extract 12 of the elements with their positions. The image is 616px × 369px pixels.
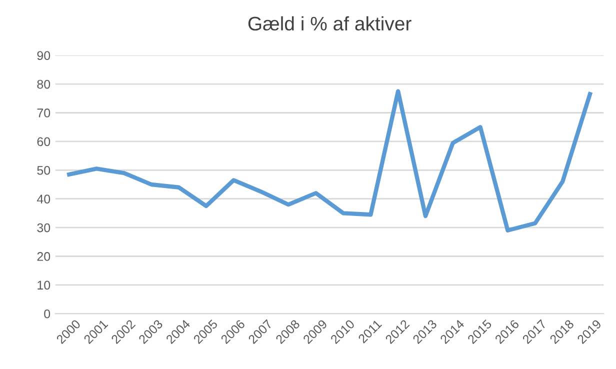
y-tick-label: 40 [36, 194, 50, 204]
y-tick-label: 60 [37, 137, 50, 146]
y-tick-label: 80 [37, 80, 50, 89]
y-tick-label: 30 [37, 223, 50, 232]
y-tick-label: 0 [44, 309, 50, 318]
line-series [67, 89, 592, 233]
y-tick-label: 10 [38, 280, 50, 290]
y-tick-label: 70 [37, 108, 50, 118]
y-tick-label: 50 [37, 166, 50, 175]
y-tick-label: 90 [37, 51, 50, 60]
chart-title: Gæld i % af aktiver [248, 16, 412, 31]
y-tick-label: 20 [37, 252, 50, 261]
